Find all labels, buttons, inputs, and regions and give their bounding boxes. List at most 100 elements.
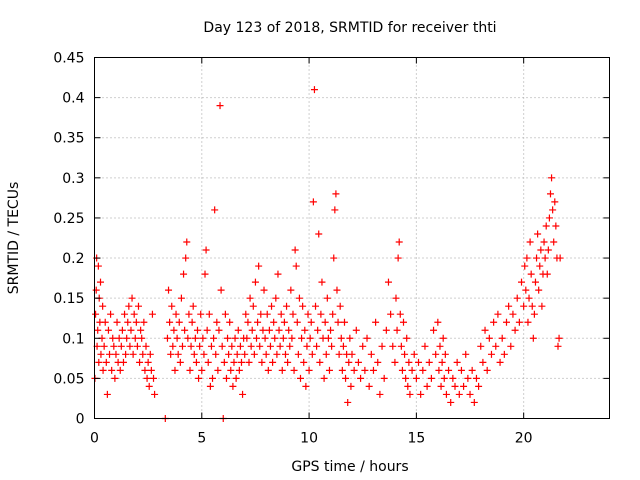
data-point [220,358,228,366]
data-point [436,342,444,350]
data-point [281,350,289,358]
data-point [123,334,131,342]
data-point [99,302,107,310]
data-point [133,342,141,350]
data-point [92,286,100,294]
data-point [533,254,541,262]
data-point [475,382,483,390]
data-point [330,254,338,262]
data-point [253,334,261,342]
data-point [333,286,341,294]
data-point [261,334,269,342]
data-point [543,270,551,278]
data-point [263,310,271,318]
x-tick-label: 20 [515,431,533,447]
data-point [393,326,401,334]
data-point [310,86,318,94]
data-point [337,334,345,342]
data-point [169,342,177,350]
data-point [298,334,306,342]
data-point [369,366,377,374]
x-tick-label: 0 [90,431,99,447]
data-point [185,310,193,318]
data-point [303,342,311,350]
data-point [378,342,386,350]
data-point [468,366,476,374]
data-point [165,286,173,294]
x-tick-label: 10 [300,431,318,447]
data-point [395,238,403,246]
data-point [95,358,103,366]
data-point [294,350,302,358]
data-point [538,302,546,310]
data-point [211,206,219,214]
data-point [438,358,446,366]
data-point [194,326,201,334]
data-point [546,190,554,198]
data-point [117,342,125,350]
data-point [308,350,316,358]
data-point [218,342,226,350]
data-point [245,358,253,366]
data-point [552,222,560,230]
data-point [248,326,256,334]
data-point [335,350,343,358]
data-point [255,262,263,270]
data-point [503,318,510,326]
data-point [505,302,513,310]
data-point [387,310,395,318]
grid-lines [94,57,610,419]
y-tick-label: 0.05 [53,371,84,387]
data-point [109,334,117,342]
data-point [334,318,342,326]
data-point [258,358,266,366]
data-point [439,334,447,342]
data-point [367,350,375,358]
data-point [285,326,293,334]
data-point [345,358,353,366]
data-point [437,382,445,390]
data-point [184,334,192,342]
data-point [415,358,423,366]
data-point [181,326,189,334]
data-point [531,278,539,286]
data-point [138,334,146,342]
data-point [412,374,420,382]
data-point [376,390,384,398]
data-point [228,342,236,350]
data-point [146,350,154,358]
data-point [496,358,504,366]
data-point [410,350,418,358]
data-point [170,326,178,334]
data-point [201,270,209,278]
data-point [270,318,278,326]
data-point [401,350,409,358]
data-point [544,246,552,254]
data-point [111,374,119,382]
data-point [453,358,461,366]
data-point [247,342,255,350]
data-point [256,342,264,350]
data-point [268,302,276,310]
data-point [94,326,102,334]
data-point [196,342,204,350]
data-point [316,358,324,366]
data-point [350,366,358,374]
data-point [151,390,159,398]
y-tick-label: 0.45 [53,51,84,67]
data-point [354,358,362,366]
data-point [264,366,272,374]
data-points [91,86,564,422]
data-point [278,366,286,374]
data-point [216,102,224,110]
data-point [166,318,174,326]
data-point [168,302,176,310]
data-point [515,318,523,326]
data-point [297,374,304,382]
data-point [233,350,241,358]
data-point [427,374,435,382]
data-point [262,350,270,358]
data-point [534,230,542,238]
data-point [490,318,498,326]
data-point [132,318,140,326]
